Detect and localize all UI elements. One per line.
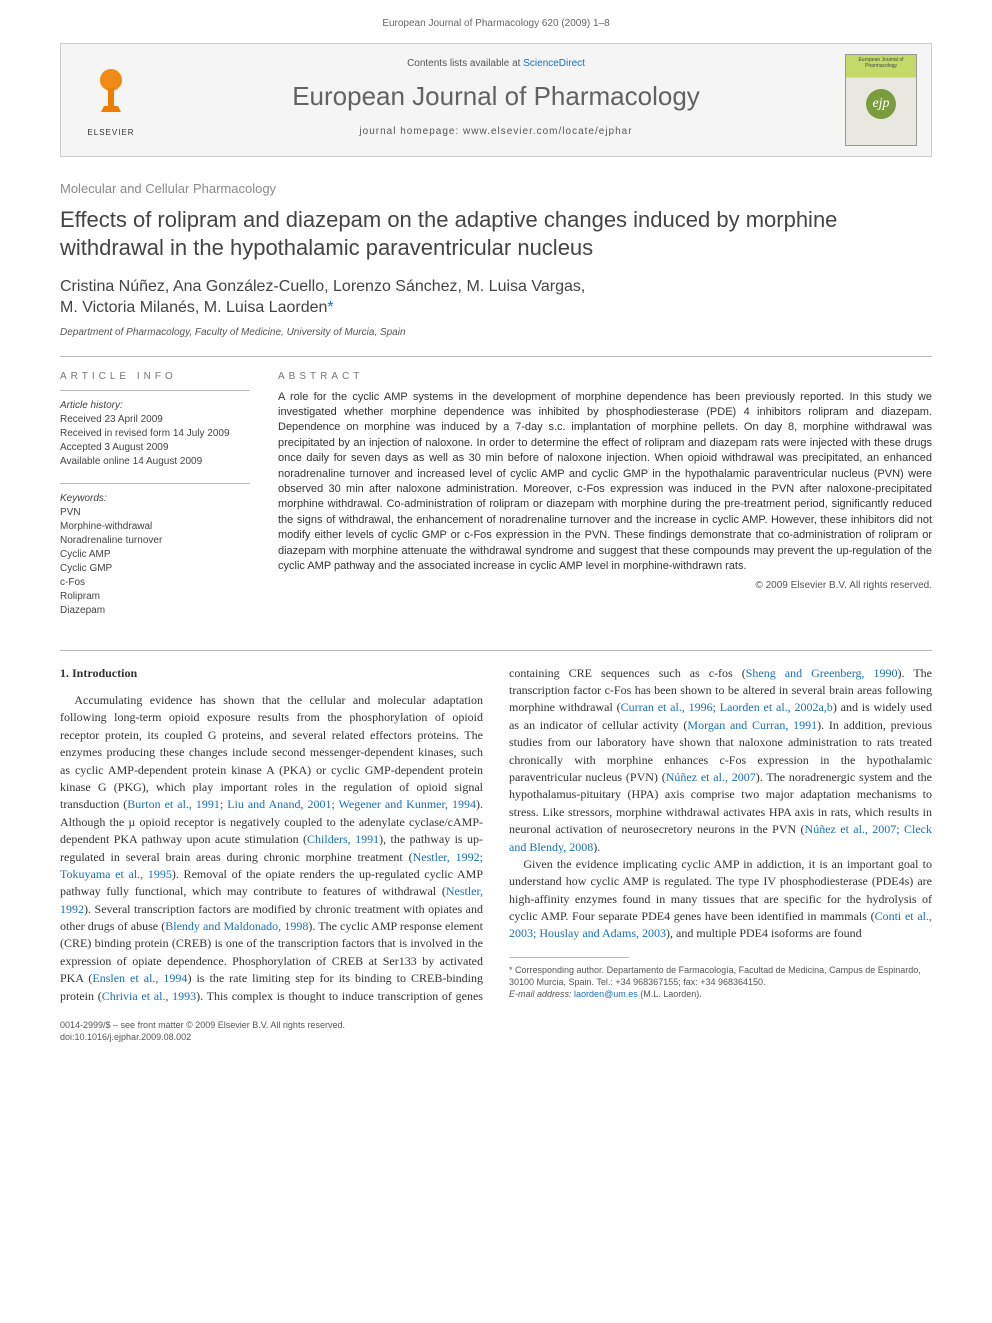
elsevier-logo-cell: ELSEVIER: [61, 44, 161, 156]
corresponding-author-link[interactable]: *: [327, 299, 333, 316]
abstract-text: A role for the cyclic AMP systems in the…: [278, 390, 932, 575]
keyword: Morphine-withdrawal: [60, 520, 250, 534]
rule-top: [60, 356, 932, 357]
abstract-header: ABSTRACT: [278, 371, 932, 382]
journal-cover: European Journal of Pharmacology ejp: [845, 54, 917, 146]
journal-homepage: journal homepage: www.elsevier.com/locat…: [169, 126, 823, 137]
keyword: Cyclic GMP: [60, 562, 250, 576]
cover-badge-text: ejp: [872, 96, 889, 112]
page-footer: 0014-2999/$ – see front matter © 2009 El…: [0, 1005, 992, 1063]
citation-link[interactable]: Childers, 1991: [307, 832, 379, 846]
keyword: Cyclic AMP: [60, 548, 250, 562]
abstract-copyright: © 2009 Elsevier B.V. All rights reserved…: [278, 580, 932, 591]
running-head: European Journal of Pharmacology 620 (20…: [0, 0, 992, 43]
citation-link[interactable]: Enslen et al., 1994: [92, 971, 187, 985]
authors: Cristina Núñez, Ana González-Cuello, Lor…: [60, 277, 932, 319]
body-text: ), and multiple PDE4 isoforms are found: [666, 926, 862, 940]
history-accepted: Accepted 3 August 2009: [60, 441, 250, 455]
citation-link[interactable]: Curran et al., 1996; Laorden et al., 200…: [621, 700, 833, 714]
cover-title: European Journal of Pharmacology: [846, 55, 916, 71]
elsevier-logo: ELSEVIER: [76, 60, 146, 140]
citation-link[interactable]: Blendy and Maldonado, 1998: [165, 919, 308, 933]
contents-prefix: Contents lists available at: [407, 58, 523, 69]
cover-badge-icon: ejp: [866, 89, 896, 119]
body-text: Given the evidence implicating cyclic AM…: [509, 857, 932, 923]
corresponding-footnote: * Corresponding author. Departamento de …: [509, 964, 932, 1000]
sciencedirect-link[interactable]: ScienceDirect: [523, 58, 585, 69]
article-title: Effects of rolipram and diazepam on the …: [60, 206, 932, 261]
journal-cover-cell: European Journal of Pharmacology ejp: [831, 44, 931, 156]
email-whom: (M.L. Laorden).: [640, 989, 702, 999]
body-paragraph: Accumulating evidence has shown that the…: [60, 665, 932, 1005]
footer-front-matter: 0014-2999/$ – see front matter © 2009 El…: [60, 1019, 932, 1031]
article-category: Molecular and Cellular Pharmacology: [60, 181, 932, 196]
keyword: c-Fos: [60, 576, 250, 590]
body-text: ).: [593, 840, 600, 854]
banner-center: Contents lists available at ScienceDirec…: [161, 44, 831, 156]
abstract-column: ABSTRACT A role for the cyclic AMP syste…: [278, 371, 932, 632]
citation-link[interactable]: Morgan and Curran, 1991: [687, 718, 817, 732]
keyword: Rolipram: [60, 590, 250, 604]
authors-line-1: Cristina Núñez, Ana González-Cuello, Lor…: [60, 278, 585, 295]
keywords-label: Keywords:: [60, 492, 250, 506]
journal-banner: ELSEVIER Contents lists available at Sci…: [60, 43, 932, 157]
article-info-column: ARTICLE INFO Article history: Received 2…: [60, 371, 250, 632]
citation-link[interactable]: Sheng and Greenberg, 1990: [746, 666, 898, 680]
footnote-address: * Corresponding author. Departamento de …: [509, 964, 932, 988]
affiliation: Department of Pharmacology, Faculty of M…: [60, 327, 932, 338]
footnote-separator: [509, 957, 629, 958]
info-abstract-row: ARTICLE INFO Article history: Received 2…: [60, 371, 932, 632]
history-revised: Received in revised form 14 July 2009: [60, 427, 250, 441]
main-content: Molecular and Cellular Pharmacology Effe…: [0, 181, 992, 1005]
citation-link[interactable]: Núñez et al., 2007: [666, 770, 756, 784]
body-columns: 1. Introduction Accumulating evidence ha…: [60, 665, 932, 1005]
keyword: Diazepam: [60, 604, 250, 618]
journal-title: European Journal of Pharmacology: [169, 81, 823, 112]
email-label: E-mail address:: [509, 989, 572, 999]
homepage-url[interactable]: www.elsevier.com/locate/ejphar: [463, 126, 633, 137]
authors-line-2: M. Victoria Milanés, M. Luisa Laorden: [60, 299, 327, 316]
keywords-block: Keywords: PVN Morphine-withdrawal Noradr…: [60, 483, 250, 618]
contents-line: Contents lists available at ScienceDirec…: [169, 58, 823, 69]
footer-doi: doi:10.1016/j.ejphar.2009.08.002: [60, 1031, 932, 1043]
article-history-block: Article history: Received 23 April 2009 …: [60, 390, 250, 469]
citation-link[interactable]: Chrivia et al., 1993: [102, 989, 196, 1003]
article-info-header: ARTICLE INFO: [60, 371, 250, 382]
citation-link[interactable]: Burton et al., 1991; Liu and Anand, 2001…: [127, 797, 476, 811]
keyword: Noradrenaline turnover: [60, 534, 250, 548]
history-online: Available online 14 August 2009: [60, 455, 250, 469]
history-label: Article history:: [60, 399, 250, 413]
body-paragraph: Given the evidence implicating cyclic AM…: [509, 856, 932, 943]
footnote-email-line: E-mail address: laorden@um.es (M.L. Laor…: [509, 988, 932, 1000]
email-link[interactable]: laorden@um.es: [574, 989, 638, 999]
homepage-prefix: journal homepage:: [359, 126, 463, 137]
elsevier-tree-icon: [84, 64, 138, 126]
body-text: Accumulating evidence has shown that the…: [60, 693, 483, 811]
section-heading: 1. Introduction: [60, 665, 483, 682]
history-received: Received 23 April 2009: [60, 413, 250, 427]
keyword: PVN: [60, 506, 250, 520]
rule-mid: [60, 650, 932, 651]
elsevier-wordmark: ELSEVIER: [87, 128, 134, 137]
